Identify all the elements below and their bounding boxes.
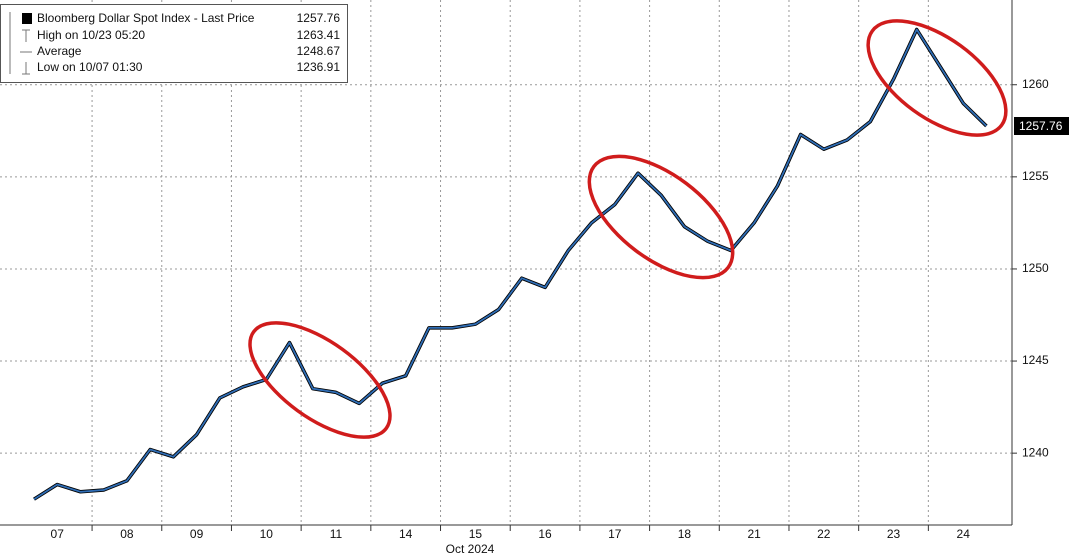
x-tick-label: 10 <box>260 527 274 541</box>
legend-label: High on 10/23 05:20 <box>37 28 145 42</box>
legend-swatch <box>22 13 32 24</box>
y-tick-label: 1250 <box>1022 261 1049 275</box>
y-tick-label: 1245 <box>1022 353 1049 367</box>
grid <box>0 0 1012 525</box>
x-tick-label: 21 <box>747 527 761 541</box>
legend-label: Average <box>37 44 82 58</box>
x-tick-label: 15 <box>469 527 483 541</box>
last-price-label: 1257.76 <box>1019 119 1063 133</box>
x-tick-label: 23 <box>887 527 901 541</box>
x-axis-title: Oct 2024 <box>446 542 495 556</box>
highlight-ellipse <box>587 154 735 280</box>
series-line <box>33 28 988 500</box>
x-tick-label: 17 <box>608 527 622 541</box>
x-tick-label: 14 <box>399 527 413 541</box>
x-tick-label: 08 <box>120 527 134 541</box>
x-tick-label: 09 <box>190 527 204 541</box>
legend-icons <box>9 12 32 75</box>
y-tick-label: 1260 <box>1022 77 1049 91</box>
legend-value: 1248.67 <box>297 44 341 58</box>
legend-box <box>0 4 348 83</box>
legend-value: 1236.91 <box>297 60 341 74</box>
x-tick-label: 22 <box>817 527 831 541</box>
legend-value: 1263.41 <box>297 28 341 42</box>
y-tick-label: 1255 <box>1022 169 1049 183</box>
last-price-box <box>1014 117 1069 135</box>
x-tick-label: 07 <box>51 527 65 541</box>
highlight-ellipse <box>248 321 392 439</box>
legend-label: Bloomberg Dollar Spot Index - Last Price <box>37 11 255 25</box>
legend-label: Low on 10/07 01:30 <box>37 60 143 74</box>
plot <box>33 27 988 501</box>
x-tick-label: 18 <box>678 527 692 541</box>
legend: Bloomberg Dollar Spot Index - Last Price… <box>0 4 348 83</box>
y-tick-label: 1240 <box>1022 445 1049 459</box>
x-tick-label: 24 <box>957 527 971 541</box>
x-tick-label: 16 <box>538 527 552 541</box>
highlight-ellipse <box>866 19 1008 137</box>
legend-value: 1257.76 <box>297 11 341 25</box>
x-tick-label: 11 <box>330 527 343 541</box>
